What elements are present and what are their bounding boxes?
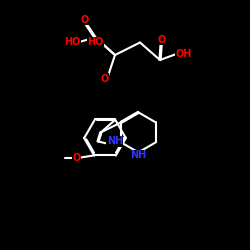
Text: O: O xyxy=(81,14,89,24)
Text: O: O xyxy=(72,153,80,163)
Text: NH: NH xyxy=(130,150,146,160)
Text: HO: HO xyxy=(88,38,104,48)
Text: HO: HO xyxy=(64,38,80,48)
Text: O: O xyxy=(157,35,166,45)
Text: O: O xyxy=(100,74,108,84)
Text: OH: OH xyxy=(175,49,192,59)
Text: NH: NH xyxy=(107,136,123,146)
